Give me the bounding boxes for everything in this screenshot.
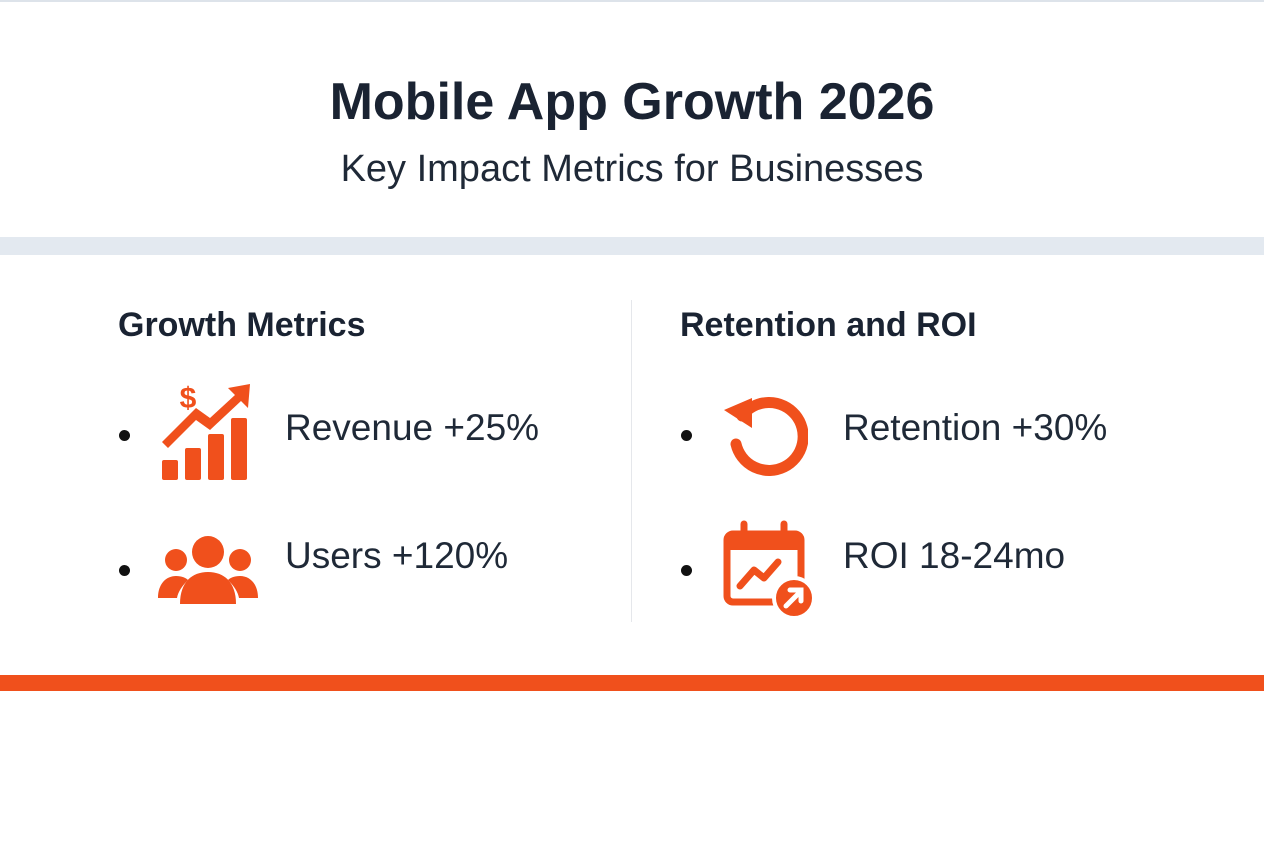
revenue-icon: $: [162, 382, 250, 480]
subtitle: Key Impact Metrics for Businesses: [340, 148, 924, 190]
svg-text:$: $: [180, 382, 197, 415]
roi-icon: [723, 520, 816, 620]
metric-text: ROI 18-24mo: [843, 535, 1066, 576]
section-heading: Growth Metrics: [118, 306, 366, 344]
metric-text: Retention +30%: [843, 407, 1108, 448]
bullet: [681, 565, 692, 576]
top-border: [0, 0, 1264, 2]
retention-icon: [724, 397, 808, 476]
column-divider: [631, 300, 632, 622]
title: Mobile App Growth 2026: [329, 73, 935, 131]
separator-band: [0, 237, 1264, 255]
metric-text: Revenue +25%: [285, 407, 540, 448]
users-icon: [158, 536, 258, 604]
metric-text: Users +120%: [285, 535, 509, 576]
bullet: [119, 565, 130, 576]
accent-bar: [0, 675, 1264, 691]
bullet: [681, 430, 692, 441]
section-heading: Retention and ROI: [680, 306, 977, 344]
bullet: [119, 430, 130, 441]
